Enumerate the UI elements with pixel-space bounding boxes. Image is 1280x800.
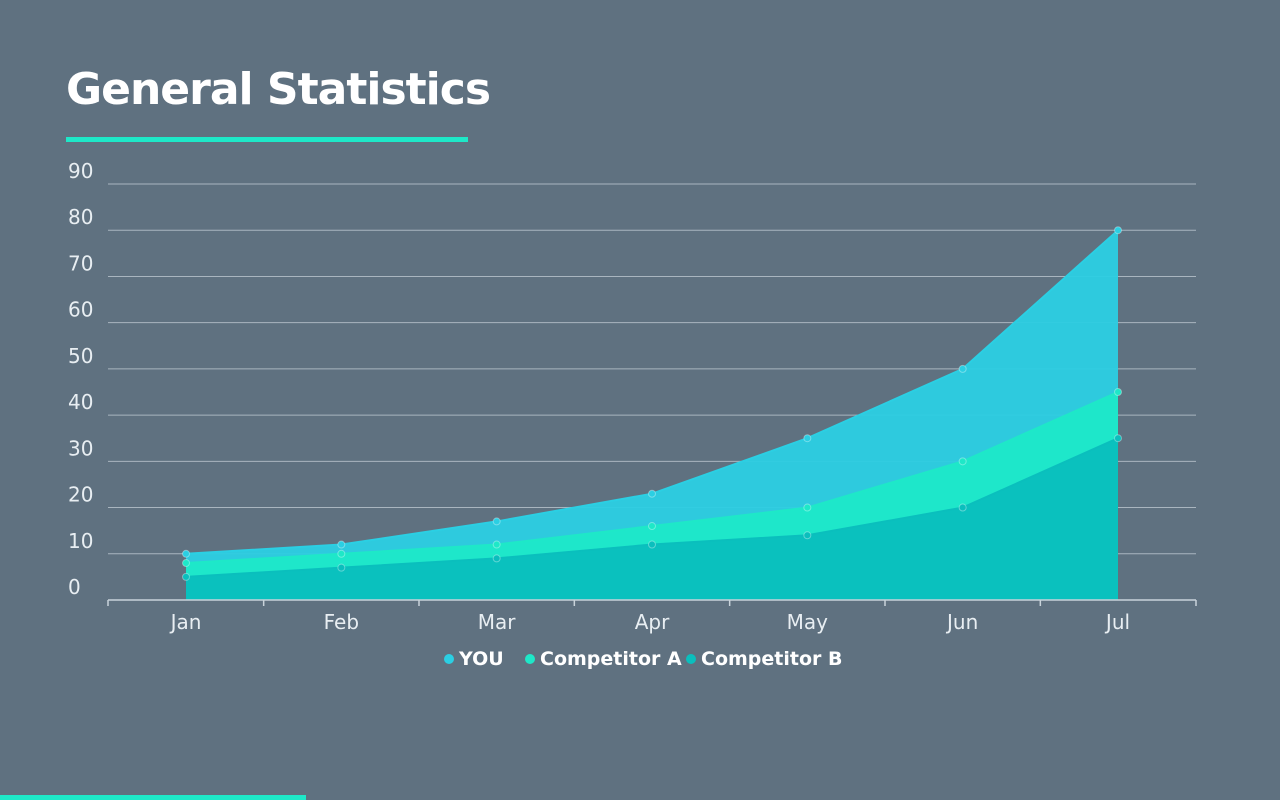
x-tick-label: Mar [478,610,517,634]
legend-label: YOU [458,648,504,670]
y-tick-label: 20 [68,483,93,507]
legend-label: Competitor B [701,648,842,670]
y-tick-label: 50 [68,344,93,368]
x-axis [107,599,1197,606]
y-tick-label: 10 [68,529,93,553]
legend-label: Competitor A [540,648,682,670]
data-point [803,531,812,540]
data-point [182,559,190,568]
data-point [958,457,967,466]
data-point [958,503,967,512]
legend-item: YOU [444,648,504,670]
x-tick-label: May [787,610,829,634]
data-point [492,554,501,563]
data-point [803,503,812,512]
y-tick-label: 60 [68,298,93,322]
x-tick-labels: Jan Feb Mar Apr May Jun Jul [169,610,1130,634]
data-point [803,434,812,443]
bottom-accent-bar [0,795,306,800]
y-tick-label: 0 [68,575,81,599]
legend-item: Competitor A [525,648,682,670]
y-tick-labels: 0 10 20 30 40 50 60 70 80 90 [68,159,93,599]
data-point [1114,226,1122,235]
legend-marker [525,654,535,664]
x-tick-label: Feb [324,610,359,634]
series-area [186,438,1118,600]
data-point [1114,434,1122,443]
legend-marker [444,654,454,664]
y-tick-label: 80 [68,205,93,229]
data-point [337,563,346,572]
data-point [492,517,501,526]
title-underline [66,137,468,142]
data-point [337,549,346,558]
legend-marker [686,654,696,664]
legend-item: Competitor B [686,648,842,670]
x-tick-label: Jun [945,610,978,634]
data-point [337,540,346,549]
x-tick-label: Jan [169,610,202,634]
data-point [492,540,501,549]
series-areas [182,226,1122,600]
data-point [958,364,967,373]
y-tick-label: 90 [68,159,93,183]
series-competitor-b [182,434,1122,600]
data-point [648,540,656,549]
x-tick-label: Apr [635,610,670,634]
page-title: General Statistics [66,64,491,115]
y-tick-label: 30 [68,436,93,460]
data-point [1114,388,1122,396]
data-point [648,522,656,531]
x-tick-label: Jul [1104,610,1130,634]
legend: YOU Competitor A Competitor B [444,648,842,670]
data-point [648,489,656,498]
y-tick-label: 40 [68,390,93,414]
data-point [182,549,190,558]
y-tick-label: 70 [68,251,93,275]
data-point [182,572,190,581]
